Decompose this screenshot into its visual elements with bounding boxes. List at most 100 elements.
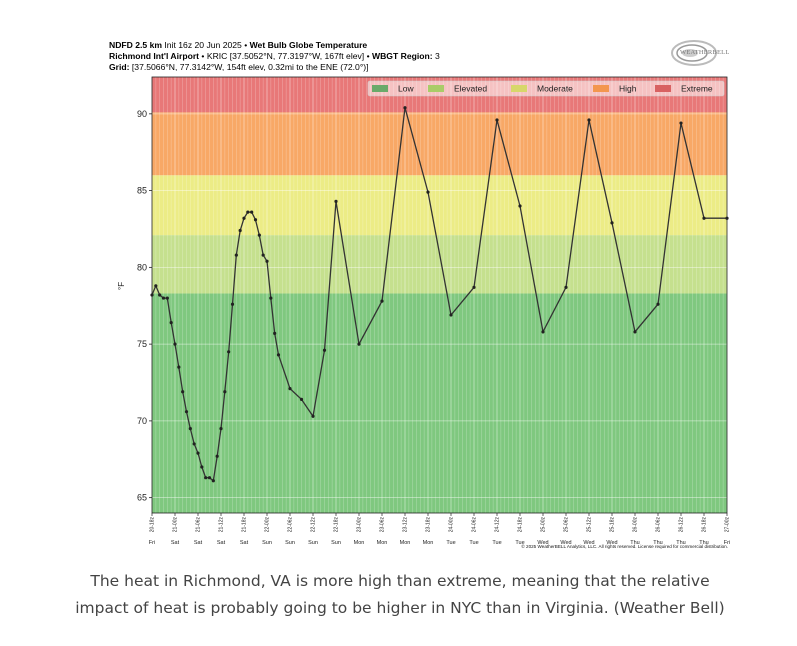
wbgt-point [219, 426, 223, 431]
x-tick-time-label: 22-12z [311, 517, 317, 533]
x-tick-time-label: 25-00z [541, 517, 547, 533]
x-tick-time-label: 25-18z [610, 517, 616, 533]
x-tick-day-label: Tue [469, 540, 478, 546]
wbgt-point [173, 342, 177, 346]
x-tick-day-label: Wed [606, 540, 617, 546]
wbgt-point [633, 330, 637, 334]
wbgt-point [169, 321, 173, 325]
x-tick-day-label: Sat [240, 540, 249, 546]
header-line-2: Richmond Int'l Airport • KRIC [37.5052°N… [109, 51, 669, 62]
x-tick-day-label: Sat [217, 540, 226, 546]
plot-frame [151, 76, 728, 514]
x-tick-time-label: 21-12z [219, 517, 225, 533]
x-tick-time-label: 25-06z [564, 517, 570, 533]
legend: Low Elevated Moderate High Extreme [367, 80, 725, 97]
chart-header: NDFD 2.5 km Init 16z 20 Jun 2025 • Wet B… [109, 40, 669, 73]
x-tick-day-label: Wed [583, 540, 594, 546]
y-axis-label: °F [117, 281, 126, 290]
wbgt-region-label: WBGT Region: [371, 51, 433, 61]
wbgt-point [472, 285, 476, 289]
band-high [152, 112, 727, 176]
init-time: Init 16z 20 Jun 2025 • [162, 40, 250, 50]
wbgt-point [230, 302, 235, 306]
wbgt-point [564, 285, 568, 289]
x-tick-day-label: Fri [149, 540, 155, 546]
legend-label: Extreme [681, 84, 713, 94]
band-moderate [152, 175, 727, 236]
legend-label: Moderate [537, 84, 573, 94]
horizontal-gridlines [152, 113, 727, 499]
x-tick-time-label: 26-00z [633, 517, 639, 533]
x-tick-time-label: 23-18z [426, 517, 432, 533]
product-name: Wet Bulb Globe Temperature [249, 40, 368, 50]
x-tick-day-label: Sun [308, 540, 318, 546]
band-low [152, 293, 727, 513]
weatherbell-logo: WEATHERBELL [668, 38, 730, 68]
wbgt-point [299, 397, 304, 401]
legend-swatch [593, 85, 609, 92]
wbgt-point [250, 210, 254, 214]
x-tick-day-label: Thu [699, 540, 708, 546]
legend-swatch [372, 85, 388, 92]
legend-swatch [511, 85, 527, 92]
wbgt-point [200, 465, 204, 469]
wbgt-point [204, 476, 208, 480]
x-tick-time-label: 21-06z [196, 517, 202, 533]
wbgt-point [403, 106, 407, 110]
x-tick-time-label: 26-18z [702, 517, 708, 533]
x-tick-day-label: Tue [446, 540, 455, 546]
image-caption: The heat in Richmond, VA is more high th… [75, 572, 725, 617]
x-tick-time-label: 20-18z [150, 517, 156, 533]
header-line-1: NDFD 2.5 km Init 16z 20 Jun 2025 • Wet B… [109, 40, 669, 51]
legend-box [367, 80, 725, 97]
y-tick-label: 85 [137, 186, 147, 196]
x-tick-time-label: 24-18z [518, 517, 524, 533]
x-tick-time-label: 26-06z [656, 517, 662, 533]
wbgt-series [150, 106, 729, 483]
wbgt-point [541, 330, 545, 334]
x-tick-day-label: Mon [400, 540, 411, 546]
x-tick-day-label: Mon [377, 540, 388, 546]
wbgt-point [449, 313, 453, 317]
wbgt-point [276, 353, 281, 357]
y-tick-label: 65 [137, 493, 147, 503]
x-tick-day-label: Sun [262, 540, 272, 546]
y-tick-label: 75 [137, 339, 147, 349]
wbgt-point [154, 284, 158, 288]
legend-label: Low [398, 84, 414, 94]
wbgt-point [587, 118, 591, 122]
x-tick-time-label: 23-12z [403, 517, 409, 533]
wbgt-point [426, 190, 430, 194]
x-tick-time-label: 22-00z [265, 517, 271, 533]
x-tick-day-label: Fri [724, 540, 730, 546]
wbgt-point [192, 442, 196, 446]
wbgt-point [253, 218, 258, 222]
grid-coords: [37.5066°N, 77.3142°W, 154ft elev, 0.32m… [129, 62, 369, 72]
wbgt-point [322, 348, 327, 352]
x-tick-time-label: 25-12z [587, 517, 593, 533]
wbgt-point [211, 479, 215, 483]
wbgt-point [165, 296, 169, 300]
wbgt-point [207, 476, 212, 480]
x-tick-day-label: Thu [676, 540, 685, 546]
x-axis: 20-18z Fri 21-00z Sat 21-06z Sat 21-12z Sat 21-1… [149, 513, 731, 546]
wbgt-point [610, 221, 614, 225]
wbgt-point [288, 387, 292, 391]
wbgt-point [188, 426, 192, 431]
x-tick-day-label: Sun [285, 540, 295, 546]
wbgt-point [234, 253, 238, 257]
wbgt-point [334, 199, 338, 203]
x-tick-day-label: Sun [331, 540, 341, 546]
y-axis: 65 70 75 80 85 90 [137, 109, 152, 503]
x-tick-time-label: 24-12z [495, 517, 501, 533]
wbgt-point [215, 454, 219, 458]
y-tick-label: 80 [137, 262, 147, 272]
x-tick-time-label: 22-18z [334, 517, 340, 533]
y-tick-label: 90 [137, 109, 147, 119]
x-tick-day-label: Thu [653, 540, 662, 546]
x-tick-time-label: 27-00z [725, 517, 731, 533]
wbgt-point [238, 228, 242, 233]
wbgt-point [181, 390, 185, 394]
wbgt-point [184, 410, 189, 414]
